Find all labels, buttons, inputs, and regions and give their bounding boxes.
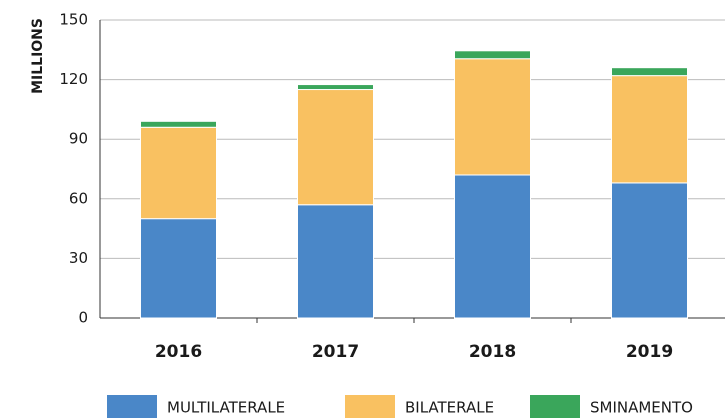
y-tick-label: 0 (78, 309, 88, 327)
x-tick-label: 2016 (155, 342, 202, 362)
y-tick-label: 60 (69, 189, 88, 207)
y-tick-label: 30 (69, 249, 88, 267)
bar-segment (297, 204, 374, 319)
legend-swatch (530, 395, 580, 418)
bar-segment (454, 50, 531, 60)
y-tick-label: 120 (59, 70, 88, 88)
y-tick-label: 150 (59, 11, 88, 29)
bar-segment (611, 182, 688, 319)
bar-segment (611, 67, 688, 77)
legend-label: SMINAMENTO (590, 399, 693, 417)
x-tick-label: 2017 (312, 342, 359, 362)
bar-segment (454, 58, 531, 176)
bar-segment (454, 174, 531, 319)
legend-label: MULTILATERALE (167, 399, 285, 417)
y-tick-label: 90 (69, 130, 88, 148)
bar-segment (297, 89, 374, 206)
bar-segment (140, 120, 217, 128)
bar-segment (140, 218, 217, 319)
y-axis-label: MILLIONS (30, 18, 46, 94)
x-tick-label: 2018 (469, 342, 516, 362)
bar-segment (297, 84, 374, 91)
x-tick-label: 2019 (626, 342, 673, 362)
legend-swatch (107, 395, 157, 418)
bar-segment (140, 126, 217, 220)
bar-segment (611, 75, 688, 184)
legend-swatch (345, 395, 395, 418)
legend-label: BILATERALE (405, 399, 494, 417)
